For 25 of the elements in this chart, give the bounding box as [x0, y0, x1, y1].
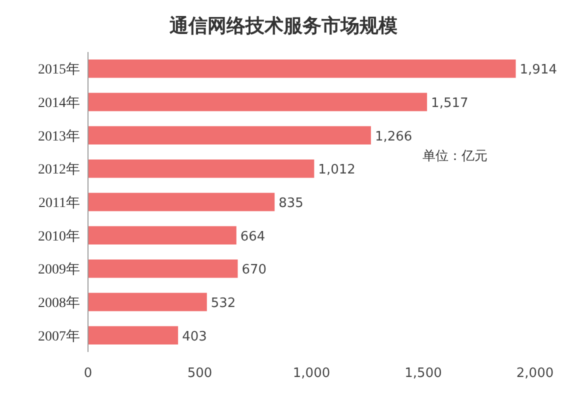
- x-tick-label: 500: [187, 366, 212, 381]
- y-tick-label: 2008年: [38, 295, 80, 311]
- annotation: 单位：亿元: [422, 149, 488, 164]
- data-label: 835: [278, 196, 304, 211]
- x-tick-label: 1,000: [292, 366, 330, 381]
- data-label: 532: [210, 296, 236, 311]
- data-label: 664: [240, 229, 266, 244]
- y-tick-label: 2009年: [38, 262, 80, 278]
- y-tick-label: 2010年: [38, 228, 80, 244]
- y-tick-label: 2012年: [38, 162, 80, 178]
- chart-title: 通信网络技术服务市场规模: [168, 15, 398, 37]
- y-tick-label: 2011年: [38, 195, 80, 211]
- data-label: 1,517: [431, 96, 468, 111]
- data-label: 670: [242, 262, 267, 278]
- x-tick-label: 2,000: [516, 366, 554, 381]
- data-label: 1,914: [520, 62, 557, 78]
- y-tick-label: 2013年: [38, 128, 80, 144]
- data-label: 403: [182, 329, 207, 344]
- y-tick-label: 2014年: [38, 95, 80, 111]
- y-tick-label: 2015年: [38, 62, 80, 78]
- y-tick-label: 2007年: [38, 328, 80, 344]
- data-label: 1,012: [318, 162, 356, 178]
- data-label: 1,266: [374, 129, 412, 144]
- x-tick-label: 0: [84, 366, 92, 381]
- x-tick-label: 1,500: [404, 366, 442, 381]
